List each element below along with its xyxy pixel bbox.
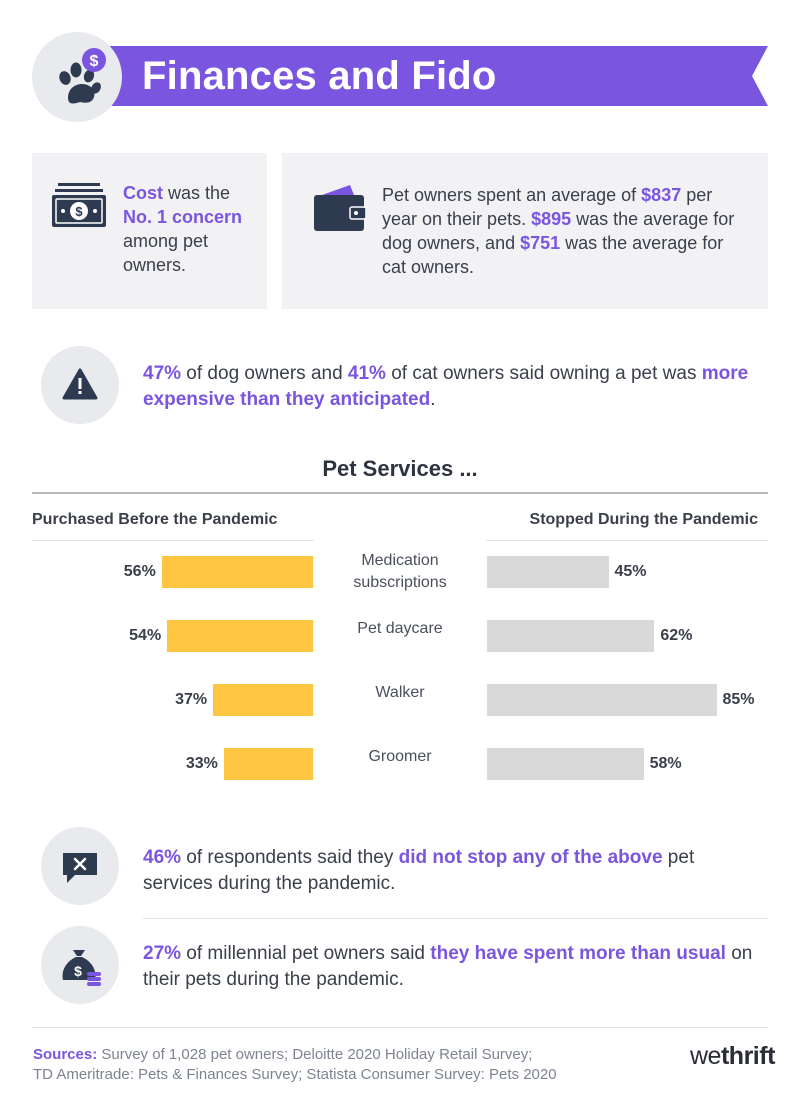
stat-text-part: of millennial pet owners said: [181, 943, 431, 964]
sources-line: Survey of 1,028 pet owners; Deloitte 202…: [97, 1046, 533, 1063]
millennial-stat: 27% of millennial pet owners said they h…: [143, 941, 763, 993]
sources-note: Sources: Survey of 1,028 pet owners; Del…: [33, 1045, 557, 1085]
expensive-highlight: more expensive than they anticipated: [143, 363, 749, 410]
warning-badge: [41, 346, 119, 424]
bar-before-pet-daycare: [167, 620, 313, 652]
label-before-medication-subscriptions: 56%: [123, 563, 156, 580]
spend-text: Pet owners spent an average of $837 per …: [382, 183, 752, 279]
spend-card: Pet owners spent an average of $837 per …: [282, 153, 768, 309]
page-title: Finances and Fido: [142, 54, 497, 98]
bar-stopped-groomer: [487, 748, 644, 780]
stat-text-part: pet services during the pandemic.: [143, 847, 695, 894]
brand-bold: thrift: [720, 1042, 775, 1070]
category-pet-daycare: Pet daycare: [357, 620, 443, 637]
money-bag-badge: $: [41, 926, 119, 1004]
right-header-rule: [486, 540, 768, 541]
left-header-rule: [32, 540, 314, 541]
label-before-pet-daycare: 54%: [129, 627, 162, 644]
bar-stopped-pet-daycare: [487, 620, 655, 652]
svg-text:$: $: [90, 53, 99, 70]
title-banner: [100, 46, 768, 106]
concern-highlight: No. 1 concern: [123, 207, 243, 227]
bar-before-walker: [213, 684, 313, 716]
right-series-header: Stopped During the Pandemic: [529, 511, 758, 528]
spend-text-part: Pet owners spent an average of: [382, 185, 642, 205]
cost-highlight: Cost: [123, 183, 163, 203]
not-stopped-stat: 46% of respondents said they did not sto…: [143, 845, 763, 897]
money-bag-icon: $: [62, 950, 101, 986]
banner-shape: [100, 46, 768, 106]
label-stopped-pet-daycare: 62%: [660, 627, 693, 644]
label-stopped-medication-subscriptions: 45%: [614, 563, 647, 580]
label-stopped-groomer: 58%: [649, 755, 682, 772]
stat-text-part: of respondents said they: [181, 847, 399, 868]
label-before-walker: 37%: [175, 691, 208, 708]
category-medication-subscriptions: Medication subscriptions: [353, 552, 447, 591]
stat-text-part: of dog owners and: [181, 363, 348, 384]
spent-more-highlight: they have spent more than usual: [430, 943, 726, 964]
wallet-icon: [314, 185, 366, 231]
chat-badge: [41, 827, 119, 905]
label-before-groomer: 33%: [185, 755, 218, 772]
chart-title: Pet Services ...: [322, 456, 478, 481]
respondents-pct: 46%: [143, 847, 182, 868]
chart-title-rule: [32, 492, 768, 494]
category-groomer: Groomer: [368, 748, 432, 765]
warning-icon: [62, 368, 98, 400]
footer-rule: [32, 1027, 768, 1028]
chat-x-icon: [63, 853, 97, 883]
brand-logo: wethrift: [690, 1042, 775, 1071]
stat-text-part: on their pets during the pandemic.: [143, 943, 753, 990]
category-walker: Walker: [375, 684, 425, 701]
bar-stopped-medication-subscriptions: [487, 556, 609, 588]
stats-divider: [143, 918, 768, 919]
left-series-header: Purchased Before the Pandemic: [32, 511, 278, 528]
label-stopped-walker: 85%: [722, 691, 755, 708]
spend-text-part: was the average for cat owners.: [382, 233, 724, 277]
brand-light: we: [690, 1042, 721, 1070]
sources-line: TD Ameritrade: Pets & Finances Survey; S…: [33, 1066, 557, 1083]
logo-badge: $: [32, 32, 122, 122]
stat-text-part: .: [430, 389, 436, 410]
cost-text-part: among pet owners.: [123, 231, 209, 275]
bar-before-medication-subscriptions: [161, 556, 313, 588]
avg-spend-value: $837: [641, 185, 682, 205]
svg-text:$: $: [74, 963, 82, 979]
cost-text-part: was the: [163, 183, 231, 203]
bar-before-groomer: [223, 748, 313, 780]
cat-owner-pct: 41%: [347, 363, 386, 384]
cost-text: Cost was the No. 1 concern among pet own…: [123, 181, 263, 277]
expensive-stat: 47% of dog owners and 41% of cat owners …: [143, 361, 763, 413]
svg-text:$: $: [75, 204, 83, 219]
not-stopped-highlight: did not stop any of the above: [398, 847, 663, 868]
dog-spend-value: $895: [531, 209, 572, 229]
stat-text-part: of cat owners said owning a pet was: [385, 363, 702, 384]
millennial-pct: 27%: [143, 943, 182, 964]
cat-spend-value: $751: [520, 233, 561, 253]
spend-text-part: was the average for dog owners, and: [382, 209, 735, 253]
bar-stopped-walker: [487, 684, 717, 716]
spend-text-part: per year on their pets.: [382, 185, 713, 229]
sources-label: Sources:: [33, 1046, 98, 1063]
cost-card: $ Cost was the No. 1 concern among pet o…: [32, 153, 267, 309]
dog-owner-pct: 47%: [143, 363, 182, 384]
paw-dollar-icon: $: [59, 48, 106, 104]
cash-icon: $: [52, 183, 106, 227]
